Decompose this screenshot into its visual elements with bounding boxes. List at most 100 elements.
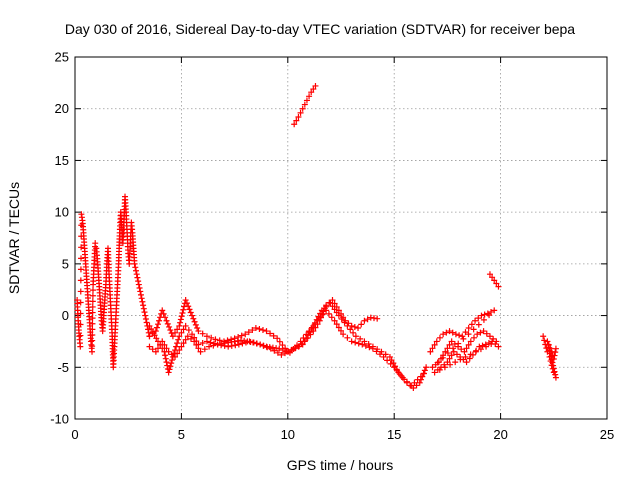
- data-point: [308, 324, 315, 331]
- data-point: [399, 374, 406, 381]
- data-point: [417, 373, 424, 380]
- data-point: [165, 369, 172, 376]
- x-tick-label: 20: [493, 427, 507, 442]
- data-point: [338, 316, 345, 323]
- data-point: [249, 327, 256, 334]
- data-point: [172, 347, 179, 354]
- data-point: [276, 345, 283, 352]
- data-point: [351, 323, 358, 330]
- data-point: [369, 345, 376, 352]
- data-point: [392, 363, 399, 370]
- data-point: [164, 362, 171, 369]
- data-point: [199, 330, 206, 337]
- data-point: [183, 300, 190, 307]
- data-point: [495, 343, 502, 350]
- data-point: [320, 310, 327, 317]
- data-point: [279, 347, 286, 354]
- data-point: [151, 332, 158, 339]
- data-point: [477, 329, 484, 336]
- data-point: [178, 343, 185, 350]
- data-point: [306, 329, 313, 336]
- data-point: [352, 339, 359, 346]
- data-point: [475, 321, 482, 328]
- data-point: [191, 318, 198, 325]
- data-point: [143, 319, 150, 326]
- data-point: [442, 348, 449, 355]
- data-point: [172, 329, 179, 336]
- series-late-bands: [427, 307, 502, 376]
- series-band-a: [146, 297, 381, 355]
- data-point: [380, 353, 387, 360]
- data-point: [168, 360, 175, 367]
- data-point: [152, 348, 159, 355]
- data-point: [199, 339, 206, 346]
- data-point: [256, 326, 263, 333]
- data-point: [185, 303, 192, 310]
- data-point: [290, 346, 297, 353]
- y-axis-label: SDTVAR / TECUs: [6, 182, 22, 294]
- data-point: [89, 326, 96, 333]
- data-point: [468, 321, 475, 328]
- data-point: [552, 371, 559, 378]
- data-point: [148, 326, 155, 333]
- data-point: [317, 314, 324, 321]
- data-point: [207, 339, 214, 346]
- data-point: [457, 353, 464, 360]
- data-point: [78, 255, 85, 262]
- data-point: [431, 369, 438, 376]
- data-point: [77, 321, 84, 328]
- data-point: [331, 306, 338, 313]
- data-point: [135, 281, 142, 288]
- data-point: [476, 343, 483, 350]
- data-point: [541, 337, 548, 344]
- data-point: [414, 376, 421, 383]
- data-point: [448, 352, 455, 359]
- data-point: [78, 244, 85, 251]
- data-point: [544, 338, 551, 345]
- data-point: [333, 309, 340, 316]
- data-point: [208, 334, 215, 341]
- data-point: [377, 351, 384, 358]
- data-point: [350, 329, 357, 336]
- data-point: [551, 368, 558, 375]
- data-point: [480, 316, 487, 323]
- data-point: [293, 117, 300, 124]
- data-point: [444, 359, 451, 366]
- data-point: [142, 312, 149, 319]
- data-point: [149, 346, 156, 353]
- data-point: [489, 274, 496, 281]
- data-point: [434, 366, 441, 373]
- data-point: [438, 364, 445, 371]
- data-point: [462, 329, 469, 336]
- data-point: [461, 348, 468, 355]
- data-point: [89, 331, 96, 338]
- data-point: [455, 343, 462, 350]
- data-point: [552, 345, 559, 352]
- data-point: [92, 240, 99, 247]
- data-point: [427, 348, 434, 355]
- data-point: [446, 328, 453, 335]
- data-point: [245, 329, 252, 336]
- data-point: [446, 355, 453, 362]
- data-point: [77, 266, 84, 273]
- data-point: [257, 341, 264, 348]
- data-point: [140, 305, 147, 312]
- data-point: [177, 319, 184, 326]
- data-point: [444, 345, 451, 352]
- data-point: [355, 340, 362, 347]
- data-point: [137, 288, 144, 295]
- data-point: [489, 338, 496, 345]
- data-point: [488, 308, 495, 315]
- data-point: [323, 307, 330, 314]
- data-point: [352, 333, 359, 340]
- data-point: [152, 328, 159, 335]
- data-point: [138, 295, 145, 302]
- data-point: [140, 302, 147, 309]
- data-point: [216, 337, 223, 344]
- data-point: [390, 360, 397, 367]
- data-point: [274, 349, 281, 356]
- data-point: [452, 359, 459, 366]
- data-point: [211, 340, 218, 347]
- data-point: [364, 316, 371, 323]
